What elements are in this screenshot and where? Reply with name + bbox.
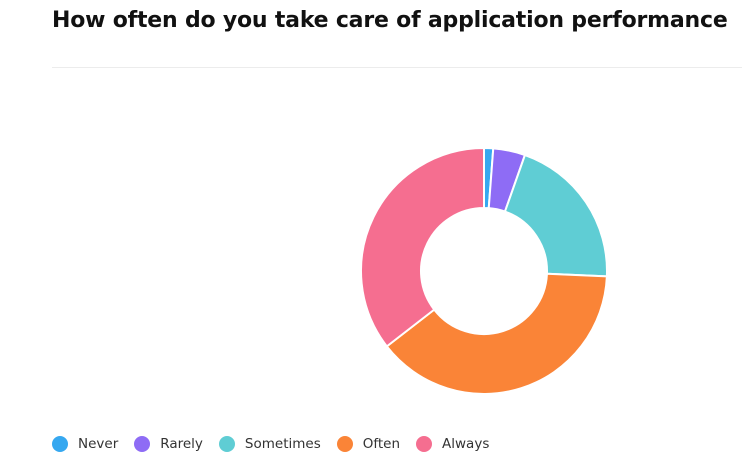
donut-slice-always[interactable]: [360, 147, 485, 348]
donut-slice-sometimes[interactable]: [503, 154, 608, 278]
legend-item-always[interactable]: Always: [416, 436, 489, 452]
donut-slice-often[interactable]: [385, 272, 608, 395]
legend-swatch-rarely: [134, 436, 151, 452]
legend-swatch-never: [52, 436, 68, 452]
chart-title: How often do you take care of applicatio…: [52, 8, 728, 33]
title-divider: [52, 67, 742, 68]
legend-label-rarely: Rarely: [160, 436, 203, 452]
legend-swatch-often: [336, 436, 353, 452]
chart-legend: Never Rarely Sometimes Often Always: [52, 436, 505, 452]
legend-swatch-sometimes: [218, 436, 235, 452]
legend-item-often[interactable]: Often: [336, 436, 401, 452]
legend-label-always: Always: [442, 436, 490, 452]
legend-swatch-always: [416, 436, 433, 452]
legend-item-sometimes[interactable]: Sometimes: [218, 436, 321, 452]
legend-label-never: Never: [78, 436, 119, 452]
legend-label-often: Often: [362, 436, 401, 452]
legend-item-rarely[interactable]: Rarely: [134, 436, 203, 452]
legend-item-never[interactable]: Never: [52, 436, 118, 452]
donut-chart: [360, 146, 608, 395]
legend-label-sometimes: Sometimes: [244, 436, 321, 452]
